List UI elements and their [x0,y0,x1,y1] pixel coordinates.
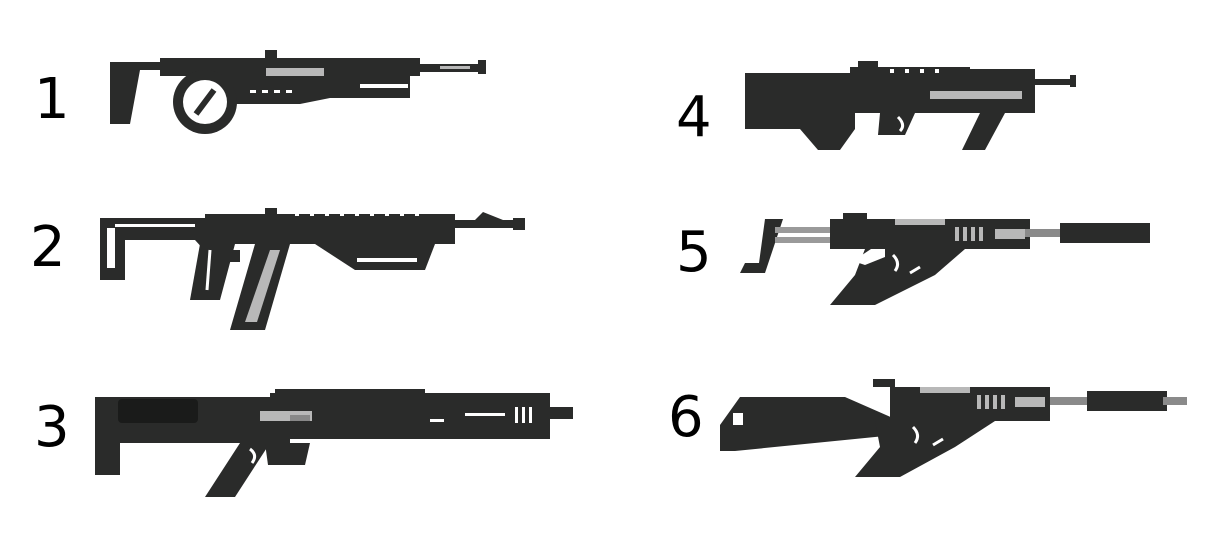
item-number-5: 5 [676,220,712,285]
rifle-sketch-1 [110,50,486,134]
rifle-sketch-4 [745,61,1076,150]
rifle-sketch-3 [95,389,573,497]
item-number-4: 4 [676,85,712,150]
item-number-1: 1 [34,67,70,132]
item-number-3: 3 [34,395,70,460]
rifle-sketch-2 [100,208,525,330]
rifle-sketch-5 [740,213,1150,305]
item-number-2: 2 [30,215,66,280]
item-number-6: 6 [668,385,704,450]
rifle-sketch-6 [720,379,1187,477]
